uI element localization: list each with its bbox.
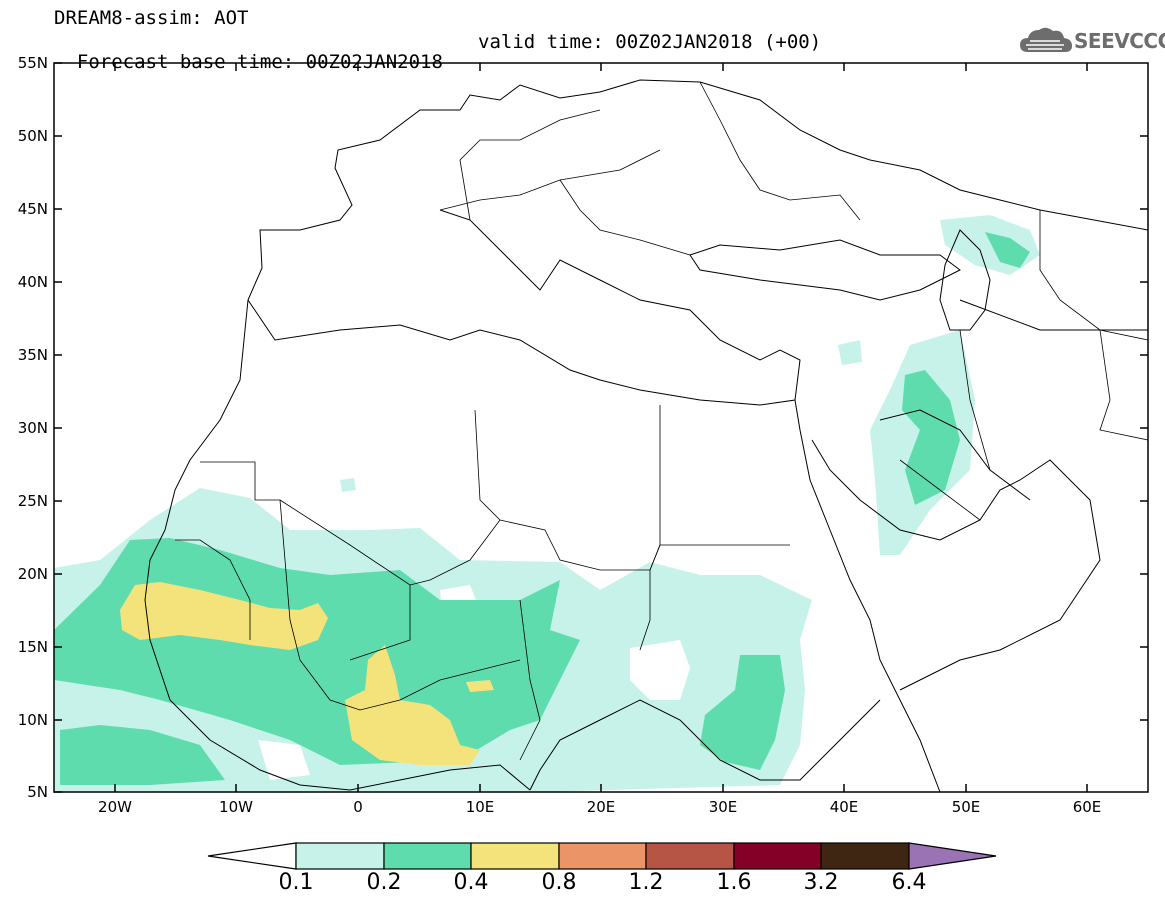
lat-axis: 55N 50N 45N 40N 35N 30N 25N 20N 15N 10N … xyxy=(18,54,1148,801)
lat-label-10n: 10N xyxy=(18,711,48,729)
colorbar-label-1-6: 1.6 xyxy=(716,870,752,895)
lon-axis: 20W 10W 0 10E 20E 30E 40E 50E 60E xyxy=(98,63,1101,816)
map-title: DREAM8-assim: AOT xyxy=(54,7,249,29)
aot-band-0-4 xyxy=(120,582,494,765)
valid-time-text: valid time: 00Z02JAN2018 (+00) xyxy=(478,31,822,53)
lat-label-35n: 35N xyxy=(18,346,48,364)
colorbar-low-arrow xyxy=(207,842,297,870)
colorbar-label-0-8: 0.8 xyxy=(541,870,577,895)
lon-label-30e: 30E xyxy=(709,798,738,816)
colorbar-label-1-2: 1.2 xyxy=(628,870,664,895)
lon-label-10w: 10W xyxy=(219,798,253,816)
colorbar-label-0-4: 0.4 xyxy=(453,870,489,895)
lat-label-15n: 15N xyxy=(18,638,48,656)
lat-label-50n: 50N xyxy=(18,127,48,145)
seevccc-logo: SEEVCCC xyxy=(1018,24,1165,56)
colorbar xyxy=(207,842,997,870)
base-time-text: Forecast base time: 00Z02JAN2018 xyxy=(76,51,443,73)
lon-label-0: 0 xyxy=(353,798,363,816)
lat-label-20n: 20N xyxy=(18,565,48,583)
aot-field xyxy=(54,215,1040,792)
lat-label-55n: 55N xyxy=(18,54,48,72)
lon-label-60e: 60E xyxy=(1073,798,1102,816)
logo-text: SEEVCCC xyxy=(1074,29,1165,53)
lon-label-40e: 40E xyxy=(830,798,859,816)
lon-label-20e: 20E xyxy=(587,798,616,816)
colorbar-segment-5 xyxy=(645,842,735,870)
forecast-base-time: Forecast base time: 00Z02JAN2018 valid t… xyxy=(54,32,821,92)
lat-label-25n: 25N xyxy=(18,492,48,510)
lat-label-40n: 40N xyxy=(18,273,48,291)
cloud-icon xyxy=(1020,27,1072,52)
colorbar-segment-1 xyxy=(295,842,385,870)
colorbar-label-3-2: 3.2 xyxy=(803,870,839,895)
colorbar-high-arrow xyxy=(908,842,997,870)
lat-label-30n: 30N xyxy=(18,419,48,437)
colorbar-segment-2 xyxy=(383,842,472,870)
coastlines xyxy=(144,79,1148,792)
colorbar-segment-7 xyxy=(820,842,910,870)
colorbar-segment-4 xyxy=(558,842,647,870)
colorbar-segment-3 xyxy=(470,842,560,870)
lat-label-45n: 45N xyxy=(18,200,48,218)
colorbar-label-0-1: 0.1 xyxy=(278,870,314,895)
country-borders xyxy=(175,81,1148,761)
lon-label-50e: 50E xyxy=(952,798,981,816)
lat-label-5n: 5N xyxy=(27,783,48,801)
colorbar-segment-6 xyxy=(733,842,822,870)
lon-label-10e: 10E xyxy=(466,798,495,816)
colorbar-label-6-4: 6.4 xyxy=(891,870,927,895)
colorbar-label-0-2: 0.2 xyxy=(366,870,402,895)
lon-label-20w: 20W xyxy=(98,798,132,816)
